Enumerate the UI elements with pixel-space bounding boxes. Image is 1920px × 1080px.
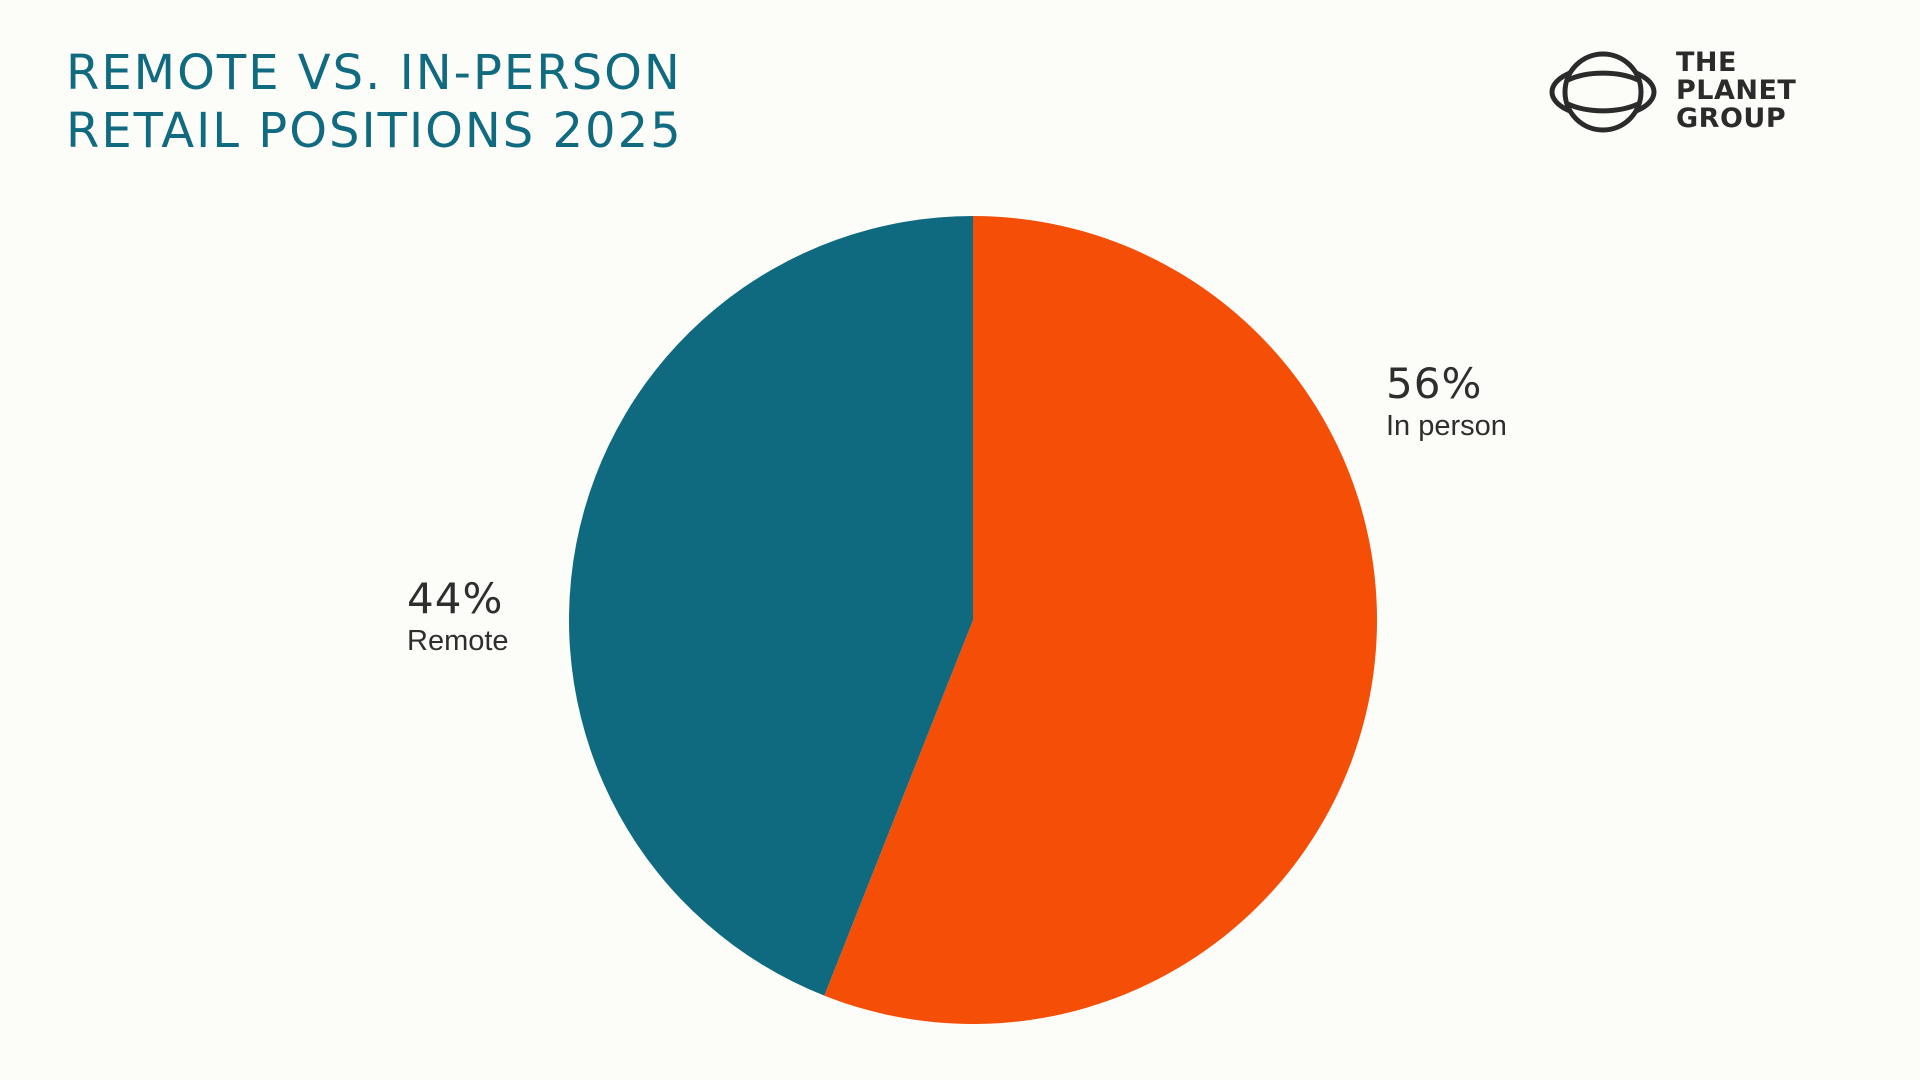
- pie-slice-in-person: [824, 216, 1378, 1025]
- data-label-in-person: 56% In person: [1386, 362, 1507, 444]
- data-label-in-person-value: 56%: [1386, 359, 1483, 408]
- chart-title-line-2: RETAIL POSITIONS 2025: [66, 103, 683, 159]
- chart-title-line-1: REMOTE VS. IN-PERSON: [66, 45, 682, 101]
- planet-group-logo: THE PLANET GROUP: [1548, 46, 1848, 138]
- data-label-in-person-category: In person: [1386, 410, 1507, 442]
- data-label-remote-value: 44%: [407, 574, 504, 623]
- planet-ring-logo-icon: [1549, 51, 1657, 133]
- logo-wordmark: THE PLANET GROUP: [1676, 49, 1796, 133]
- pie-slice-remote: [569, 216, 973, 996]
- logo-line-1: THE: [1676, 47, 1737, 78]
- data-label-remote-category: Remote: [407, 625, 509, 657]
- data-label-remote: 44% Remote: [407, 577, 509, 659]
- logo-line-3: GROUP: [1676, 103, 1787, 134]
- chart-title: REMOTE VS. IN-PERSON RETAIL POSITIONS 20…: [66, 44, 683, 160]
- logo-line-2: PLANET: [1676, 75, 1797, 106]
